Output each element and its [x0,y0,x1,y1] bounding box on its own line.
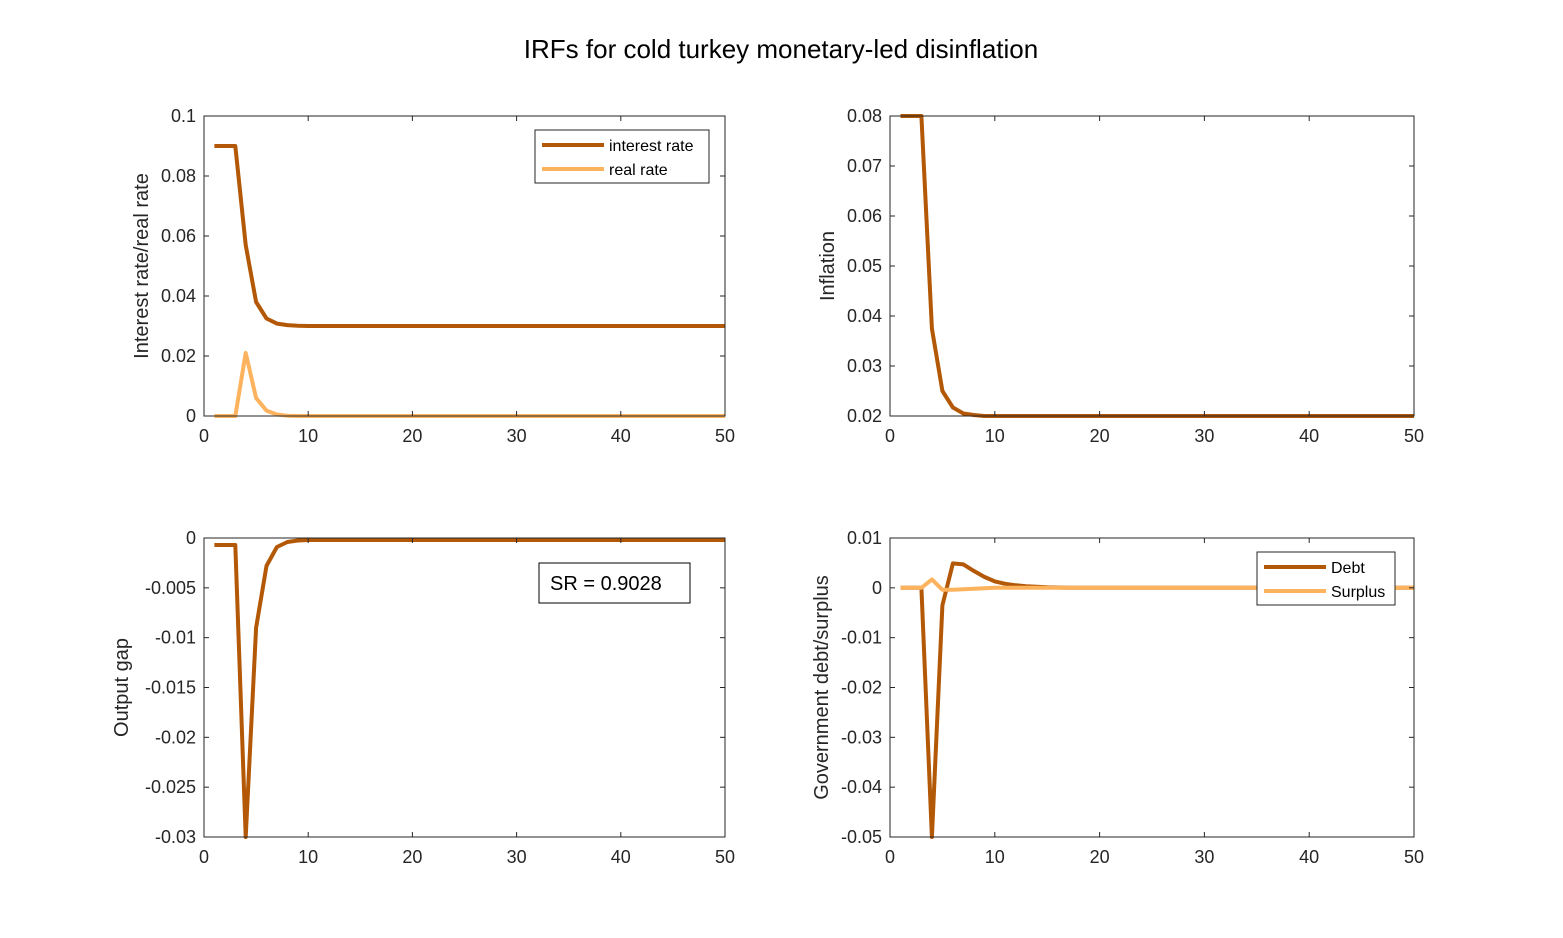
legend-box [534,129,710,184]
y-axis-label: Government debt/surplus [811,575,833,800]
series-line-interest-rate [214,144,725,328]
x-tick-label: 40 [1299,426,1319,446]
y-tick-label: 0.08 [161,166,196,186]
x-tick-label: 40 [611,847,631,867]
x-tick-label: 20 [402,847,422,867]
x-tick-label: 10 [298,847,318,867]
x-tick-label: 30 [507,847,527,867]
legend-entry: interest rate [609,138,694,155]
x-tick-label: 10 [298,426,318,446]
series-line-real-rate [214,351,725,418]
x-tick-label: 20 [1090,426,1110,446]
subplot-2: 0 10 20 30 40 50 0.02 0.03 0.04 0.05 0.06 0.07 0.08 I… [817,106,1424,446]
annotation-text: SR = 0.9028 [550,573,662,595]
x-tick-label: 0 [199,847,209,867]
y-tick-label: -0.015 [145,678,196,698]
subplot-4: 0 10 20 30 40 50 -0.05 -0.04 -0.03 -0.02 -0.01 0 0.0… [811,528,1424,867]
x-tick-label: 0 [199,426,209,446]
axes-box [889,115,1415,417]
y-tick-label: -0.02 [841,678,882,698]
x-tick-label: 50 [715,847,735,867]
series-line-1 [214,538,725,839]
y-tick-label: -0.05 [841,827,882,847]
y-tick-label: -0.01 [155,628,196,648]
y-tick-label: 0.04 [847,306,882,326]
legend-entry: Debt [1331,560,1365,577]
y-axis-label: Interest rate/real rate [131,173,153,359]
y-tick-label: -0.03 [841,727,882,747]
y-axis-label: Inflation [817,231,839,301]
y-tick-label: 0.08 [847,106,882,126]
y-axis-label: Output gap [111,638,133,737]
legend-box [1256,551,1396,606]
y-tick-label: -0.04 [841,777,882,797]
y-tick-label: -0.02 [155,727,196,747]
y-tick-label: 0.03 [847,356,882,376]
y-tick-label: -0.01 [841,628,882,648]
x-tick-label: 50 [1404,847,1424,867]
x-tick-label: 40 [1299,847,1319,867]
y-tick-label: -0.005 [145,578,196,598]
legend-entry: Surplus [1331,584,1385,601]
y-tick-label: 0.1 [171,106,196,126]
x-tick-label: 50 [715,426,735,446]
y-tick-label: 0.04 [161,286,196,306]
series-line-1 [900,114,1414,418]
x-tick-label: 10 [985,426,1005,446]
series-line-surplus [900,577,1414,592]
legend: Debt Surplus [1256,551,1396,606]
x-tick-label: 30 [1194,426,1214,446]
x-tick-label: 50 [1404,426,1424,446]
figure-title: IRFs for cold turkey monetary-led disinf… [524,34,1038,64]
y-tick-label: -0.025 [145,777,196,797]
y-tick-label: 0.02 [847,406,882,426]
x-tick-label: 30 [507,426,527,446]
y-tick-label: 0.01 [847,528,882,548]
x-tick-label: 20 [1090,847,1110,867]
y-tick-label: 0.07 [847,156,882,176]
axes-box [203,115,726,417]
y-tick-label: -0.03 [155,827,196,847]
annotation-box [538,562,691,604]
x-tick-label: 0 [885,847,895,867]
y-tick-label: 0 [872,578,882,598]
y-tick-label: 0.02 [161,346,196,366]
x-tick-label: 0 [885,426,895,446]
x-tick-label: 30 [1194,847,1214,867]
legend: interest rate real rate [534,129,710,184]
y-tick-label: 0 [186,528,196,548]
y-tick-label: 0 [186,406,196,426]
x-tick-label: 40 [611,426,631,446]
y-tick-label: 0.05 [847,256,882,276]
y-tick-label: 0.06 [847,206,882,226]
subplot-1: 0 10 20 30 40 50 0 0.02 0.04 0.06 0.08 0.1 Interest … [131,106,735,446]
x-tick-label: 20 [402,426,422,446]
legend-entry: real rate [609,162,668,179]
x-tick-label: 10 [985,847,1005,867]
subplot-3: 0 10 20 30 40 50 -0.03 -0.025 -0.02 -0.015 -0.01 -0… [111,528,735,867]
y-tick-label: 0.06 [161,226,196,246]
